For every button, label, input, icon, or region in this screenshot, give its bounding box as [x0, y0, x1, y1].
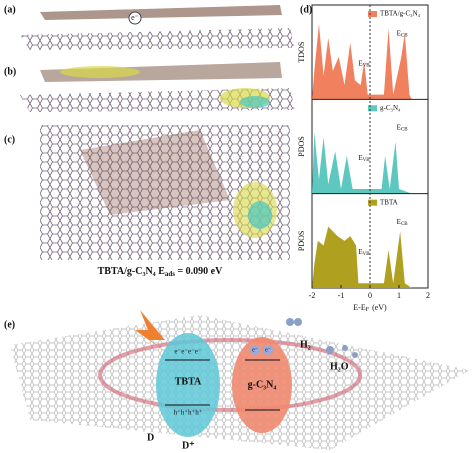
band-label: EVB	[358, 59, 370, 69]
molecules	[286, 318, 358, 358]
band-subscript: CB	[401, 222, 408, 227]
band-symbol: E	[358, 153, 362, 161]
electron-circle	[250, 345, 260, 355]
y-label: PDOS	[297, 231, 306, 251]
legend-label: TBTA/g-C₃N₄	[380, 10, 421, 18]
molecule	[80, 130, 230, 215]
x-label-unit: (eV)	[372, 303, 387, 312]
x-label-main: E-E	[353, 303, 366, 312]
density	[240, 96, 270, 108]
caption: TBTA/g-C₃N₄ Eads = 0.090 eV	[98, 266, 223, 277]
molecule	[40, 5, 282, 20]
x-tick-label: -1	[338, 291, 345, 300]
dos-curve	[312, 23, 412, 100]
band-symbol: E	[358, 59, 362, 67]
dos-curve	[312, 132, 412, 194]
panel-label: (e)	[4, 319, 15, 330]
panel-label: (d)	[300, 4, 312, 15]
density	[60, 66, 140, 78]
panel-label: (a)	[4, 4, 16, 15]
band-label: EVB	[358, 153, 370, 163]
tbta-label: TBTA	[175, 376, 202, 387]
electron-label: e⁻	[265, 347, 271, 353]
panel-label: (c)	[4, 134, 15, 145]
legend-swatch	[368, 11, 377, 17]
density	[248, 201, 272, 229]
band-symbol: E	[397, 123, 401, 131]
band-symbol: E	[397, 29, 401, 37]
legend-label: g-C₃N₄	[380, 104, 401, 112]
band-label: ECB	[397, 29, 409, 39]
x-tick-label: 1	[397, 291, 401, 300]
electron-label: e⁻	[131, 13, 139, 22]
electron-label: e⁻	[252, 347, 258, 353]
band-label: EVB	[358, 248, 370, 258]
h2-label: H₂	[300, 339, 311, 350]
legend-swatch	[368, 199, 377, 206]
panel-label: (b)	[4, 66, 16, 77]
electrons: e⁻e⁻e⁻e⁻	[174, 348, 202, 356]
x-tick-label: 0	[368, 291, 372, 300]
electron-circle	[128, 11, 142, 25]
gcn-label: g-C₃N₄	[248, 379, 277, 390]
band-label: ECB	[397, 218, 409, 228]
band-symbol: E	[397, 218, 401, 226]
band-subscript: VB	[363, 158, 371, 163]
tbta-ellipse	[156, 333, 220, 437]
band-symbol: E	[358, 248, 362, 256]
y-label: PDOS	[297, 136, 306, 156]
band-subscript: CB	[401, 33, 408, 38]
band-label: ECB	[397, 123, 409, 133]
dos-panel: TBTA/g-C₃N₄TDOSECBEVBg-C₃N₄PDOSECBEVBTBT…	[297, 4, 430, 314]
holes: h⁺h⁺h⁺h⁺	[174, 409, 203, 417]
x-label: E-EF (eV)	[353, 303, 387, 314]
donor-label: D	[147, 432, 154, 443]
sheet	[20, 28, 295, 50]
ring	[98, 338, 362, 412]
x-tick-label: 2	[426, 291, 430, 300]
donor-plus-label: D⁺	[182, 440, 195, 451]
x-label-sub: F	[366, 307, 370, 313]
y-label: TDOS	[297, 42, 306, 63]
dos-curve	[312, 226, 412, 288]
legend-label: TBTA	[380, 198, 398, 206]
band-subscript: CB	[401, 128, 408, 133]
x-tick-label: -2	[309, 291, 316, 300]
h2o-label: H₂O	[330, 361, 349, 372]
gcn-ellipse	[232, 337, 292, 433]
electron-circle	[263, 345, 273, 355]
band-subscript: VB	[363, 252, 371, 257]
band-subscript: VB	[363, 64, 371, 69]
legend-swatch	[368, 105, 377, 112]
light	[135, 310, 170, 355]
